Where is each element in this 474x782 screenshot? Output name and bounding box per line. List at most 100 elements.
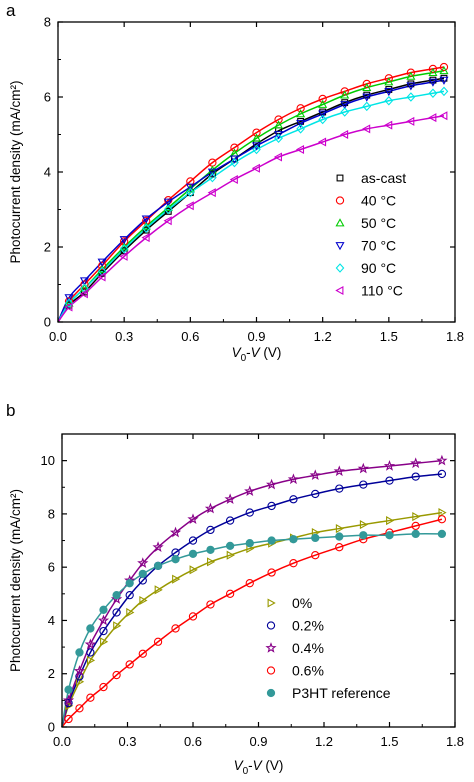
x-tick-label: 1.5 (380, 734, 398, 749)
legend-label: 40 °C (361, 193, 396, 209)
data-point (428, 64, 438, 74)
x-axis-label: V0-V (V) (234, 758, 284, 777)
data-point (439, 66, 449, 75)
y-tick-label: 0 (48, 720, 55, 735)
legend-marker (266, 688, 276, 698)
data-point (229, 155, 239, 164)
data-point (163, 204, 173, 215)
data-point (99, 626, 108, 636)
data-point (318, 94, 327, 104)
data-point (340, 90, 350, 99)
data-point (112, 670, 121, 680)
series-5 (64, 529, 447, 694)
data-point (125, 579, 134, 588)
data-point (139, 595, 148, 606)
y-tick-label: 6 (48, 560, 55, 575)
data-point (385, 476, 394, 485)
data-point (172, 574, 181, 584)
data-point (225, 541, 235, 551)
y-tick-label: 2 (44, 240, 51, 255)
data-point (340, 107, 350, 117)
fit-line-5 (61, 533, 442, 728)
data-point (439, 76, 449, 85)
legend-item: 50 °C (335, 215, 396, 231)
legend-item: P3HT reference (266, 685, 391, 701)
data-point (437, 515, 447, 524)
data-point (437, 469, 447, 479)
data-point (265, 478, 278, 490)
data-point (137, 557, 149, 568)
data-point (412, 512, 421, 522)
data-point (225, 589, 235, 598)
plot-frame (61, 433, 456, 728)
data-point (362, 82, 372, 92)
fit-line-2 (61, 473, 442, 728)
data-point (206, 600, 215, 609)
data-point (62, 694, 75, 706)
data-point (384, 74, 393, 83)
data-point (406, 116, 415, 126)
data-point (154, 585, 163, 595)
data-point (97, 258, 107, 267)
x-tick-label: 0.6 (181, 329, 199, 344)
y-tick-label: 4 (44, 165, 51, 180)
data-point (207, 188, 216, 198)
data-point (428, 113, 437, 123)
data-point (163, 198, 173, 207)
x-tick-label: 0.9 (249, 734, 267, 749)
data-point (359, 520, 369, 530)
x-tick-label: 1.5 (380, 329, 398, 344)
data-point (436, 454, 448, 466)
data-point (64, 714, 73, 724)
data-point (187, 513, 199, 525)
x-tick-label: 0.0 (49, 329, 67, 344)
data-point (97, 261, 107, 270)
data-point (225, 516, 235, 525)
data-point (296, 109, 306, 118)
series-4 (64, 76, 449, 303)
panel-label: b (6, 401, 15, 420)
legend-label: 0% (292, 595, 312, 611)
data-point (97, 614, 110, 626)
data-point (141, 233, 150, 243)
data-point (439, 62, 449, 72)
legend-item: as-cast (336, 170, 406, 186)
data-point (138, 649, 147, 658)
data-point (411, 472, 420, 481)
x-tick-label: 1.8 (446, 734, 464, 749)
legend-marker (335, 196, 345, 205)
legend: 0% 0.2% 0.4% 0.6% P3HT reference (265, 595, 391, 701)
fit-line-1 (57, 77, 445, 323)
data-point (287, 473, 300, 485)
legend-item: 90 °C (335, 260, 396, 276)
data-point (84, 638, 96, 650)
data-point (359, 480, 368, 489)
data-point (86, 655, 96, 665)
data-point (64, 294, 74, 303)
data-point (189, 565, 198, 575)
legend-label: 110 °C (361, 283, 403, 299)
data-point (64, 302, 73, 312)
data-point (152, 541, 164, 552)
data-point (318, 114, 328, 125)
data-point (296, 119, 306, 128)
legend-label: 70 °C (361, 238, 396, 254)
data-point (274, 131, 284, 140)
data-point (362, 124, 371, 134)
data-point (188, 536, 198, 545)
y-tick-label: 8 (44, 15, 51, 30)
data-point (383, 460, 396, 471)
data-point (340, 101, 350, 110)
data-point (318, 110, 328, 119)
data-point (340, 87, 349, 96)
data-point (230, 143, 239, 152)
data-point (171, 624, 180, 633)
data-point (252, 128, 261, 137)
data-point (333, 465, 345, 477)
data-point (335, 532, 344, 541)
data-point (73, 665, 86, 676)
data-point (384, 77, 394, 86)
legend-label: 90 °C (361, 260, 396, 276)
data-point (251, 142, 262, 151)
